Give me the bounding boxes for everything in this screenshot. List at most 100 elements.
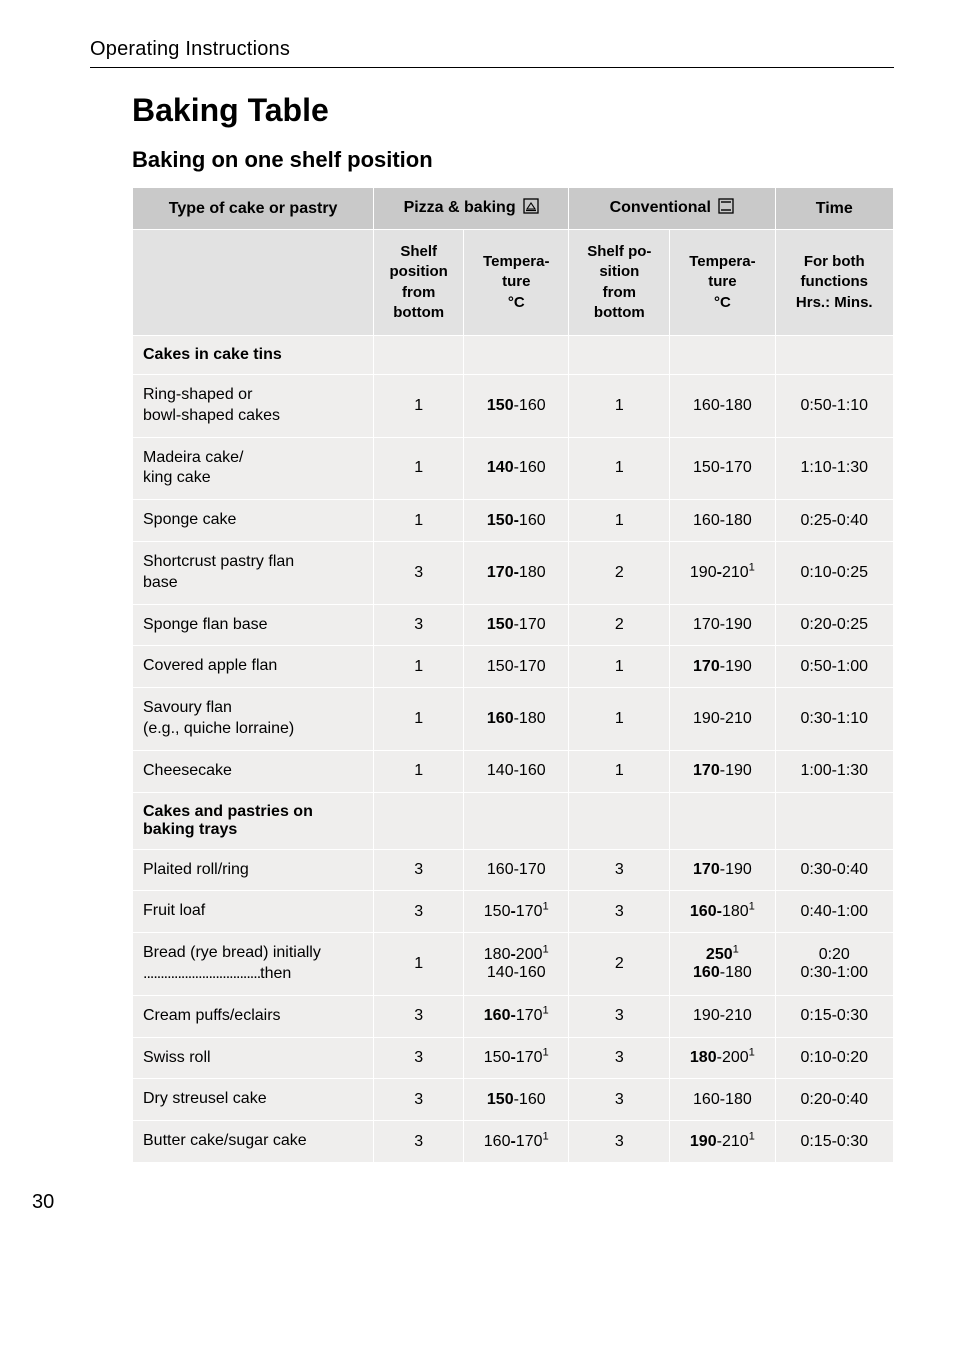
time-cell: 0:20-0:25: [775, 604, 893, 646]
table-row: Savoury flan(e.g., quiche lorraine)1160-…: [133, 688, 894, 751]
empty-cell: [374, 336, 464, 375]
row-label: Sponge flan base: [133, 604, 374, 646]
temp2-cell: 160-180: [670, 375, 775, 438]
shelf2-cell: 2: [569, 933, 670, 996]
time-cell: 1:00-1:30: [775, 750, 893, 792]
table-head: Type of cake or pastry Pizza & baking Co…: [133, 188, 894, 336]
empty-cell: [775, 336, 893, 375]
header-row-1: Type of cake or pastry Pizza & baking Co…: [133, 188, 894, 230]
table-row: Madeira cake/king cake1140-1601150-1701:…: [133, 437, 894, 500]
temp2-cell: 160-1801: [670, 891, 775, 933]
shelf-cell: 3: [374, 1121, 464, 1163]
row-label: Sponge cake: [133, 500, 374, 542]
temp2-cell: 170-190: [670, 849, 775, 891]
table-row: Butter cake/sugar cake3160-17013190-2101…: [133, 1121, 894, 1163]
shelf-cell: 3: [374, 1079, 464, 1121]
time-cell: 0:30-1:10: [775, 688, 893, 751]
row-label: Swiss roll: [133, 1037, 374, 1079]
temp2-cell: 190-2101: [670, 1121, 775, 1163]
row-label: Cheesecake: [133, 750, 374, 792]
shelf2-cell: 1: [569, 375, 670, 438]
th-temp: Tempera-ture°C: [464, 230, 569, 336]
shelf-cell: 3: [374, 891, 464, 933]
temp2-cell: 160-180: [670, 1079, 775, 1121]
table-row: Sponge flan base3150-1702170-1900:20-0:2…: [133, 604, 894, 646]
header-row-2: Shelfpositionfrombottom Tempera-ture°C S…: [133, 230, 894, 336]
shelf2-cell: 1: [569, 646, 670, 688]
row-label: Ring-shaped orbowl-shaped cakes: [133, 375, 374, 438]
shelf-cell: 1: [374, 375, 464, 438]
table-row: Cheesecake1140-1601170-1901:00-1:30: [133, 750, 894, 792]
temp2-cell: 190-2101: [670, 541, 775, 604]
shelf-cell: 3: [374, 1037, 464, 1079]
empty-cell: [464, 336, 569, 375]
temp-cell: 170-180: [464, 541, 569, 604]
shelf-cell: 1: [374, 933, 464, 996]
temp-cell: 150-170: [464, 604, 569, 646]
temp-cell: 160-1701: [464, 995, 569, 1037]
shelf-cell: 1: [374, 750, 464, 792]
shelf-cell: 3: [374, 604, 464, 646]
table-row: Shortcrust pastry flanbase3170-1802190-2…: [133, 541, 894, 604]
th-conventional-label: Conventional: [610, 199, 711, 216]
temp-cell: 150-160: [464, 1079, 569, 1121]
row-label: Plaited roll/ring: [133, 849, 374, 891]
empty-cell: [569, 336, 670, 375]
shelf2-cell: 3: [569, 1121, 670, 1163]
row-label: Madeira cake/king cake: [133, 437, 374, 500]
page-title: Baking Table: [132, 92, 894, 129]
table-row: Cakes and pastries onbaking trays: [133, 792, 894, 849]
th-pizza-label: Pizza & baking: [404, 199, 516, 216]
time-cell: 0:40-1:00: [775, 891, 893, 933]
table-row: Cream puffs/eclairs3160-17013190-2100:15…: [133, 995, 894, 1037]
row-label: Fruit loaf: [133, 891, 374, 933]
row-label: Cream puffs/eclairs: [133, 995, 374, 1037]
shelf2-cell: 3: [569, 891, 670, 933]
temp2-cell: 170-190: [670, 750, 775, 792]
temp-cell: 160-180: [464, 688, 569, 751]
temp2-cell: 150-170: [670, 437, 775, 500]
shelf2-cell: 2: [569, 604, 670, 646]
empty-cell: [670, 336, 775, 375]
page-subtitle: Baking on one shelf position: [132, 147, 894, 173]
th-time: Time: [775, 188, 893, 230]
temp-cell: 150-170: [464, 646, 569, 688]
empty-cell: [775, 792, 893, 849]
temp-cell: 150-160: [464, 375, 569, 438]
th-conventional: Conventional: [569, 188, 775, 230]
empty-cell: [464, 792, 569, 849]
shelf-cell: 3: [374, 995, 464, 1037]
temp2-cell: 2501160-180: [670, 933, 775, 996]
time-cell: 1:10-1:30: [775, 437, 893, 500]
empty-cell: [670, 792, 775, 849]
table-row: Cakes in cake tins: [133, 336, 894, 375]
shelf2-cell: 3: [569, 1037, 670, 1079]
temp-cell: 150-1701: [464, 1037, 569, 1079]
temp2-cell: 160-180: [670, 500, 775, 542]
shelf2-cell: 1: [569, 437, 670, 500]
time-cell: 0:15-0:30: [775, 995, 893, 1037]
shelf-cell: 3: [374, 541, 464, 604]
time-cell: 0:50-1:10: [775, 375, 893, 438]
shelf-cell: 3: [374, 849, 464, 891]
time-cell: 0:50-1:00: [775, 646, 893, 688]
temp-cell: 140-160: [464, 437, 569, 500]
th-shelf2: Shelf po-sitionfrombottom: [569, 230, 670, 336]
shelf-cell: 1: [374, 437, 464, 500]
row-label: Savoury flan(e.g., quiche lorraine): [133, 688, 374, 751]
row-label: Covered apple flan: [133, 646, 374, 688]
table-row: Covered apple flan1150-1701170-1900:50-1…: [133, 646, 894, 688]
th-shelf: Shelfpositionfrombottom: [374, 230, 464, 336]
table-row: Plaited roll/ring3160-1703170-1900:30-0:…: [133, 849, 894, 891]
th-type-blank: [133, 230, 374, 336]
temp-cell: 140-160: [464, 750, 569, 792]
shelf-cell: 1: [374, 500, 464, 542]
temp-cell: 180-2001140-160: [464, 933, 569, 996]
section-label: Cakes and pastries onbaking trays: [133, 792, 374, 849]
time-cell: 0:10-0:25: [775, 541, 893, 604]
row-label: Bread (rye bread) initially.............…: [133, 933, 374, 996]
time-cell: 0:10-0:20: [775, 1037, 893, 1079]
th-time-sub: For bothfunctionsHrs.: Mins.: [775, 230, 893, 336]
baking-table: Type of cake or pastry Pizza & baking Co…: [132, 187, 894, 1163]
shelf2-cell: 1: [569, 500, 670, 542]
